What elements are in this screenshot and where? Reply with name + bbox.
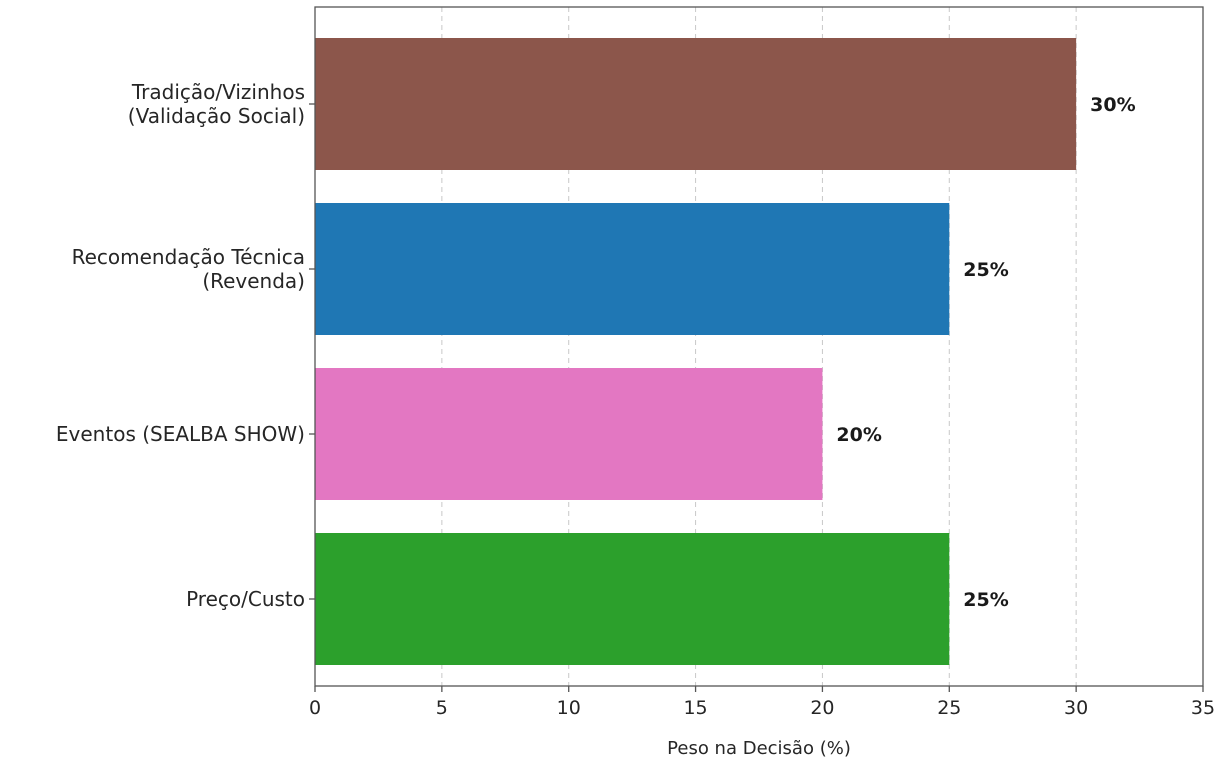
x-axis-ticks: 0 5 10 15 20 25 30 35 <box>309 686 1215 719</box>
category-label-line: (Revenda) <box>202 269 305 293</box>
x-tick-label-35: 35 <box>1191 697 1215 719</box>
data-label-3: 25% <box>963 589 1008 611</box>
category-label-line: Eventos (SEALBA SHOW) <box>56 422 305 446</box>
bar-3 <box>315 533 950 665</box>
category-label-3: Preço/Custo <box>186 587 305 611</box>
category-label-line: (Validação Social) <box>128 104 305 128</box>
data-labels: 30% 25% 20% 25% <box>836 94 1135 611</box>
bars <box>315 38 1077 665</box>
x-tick-label-5: 5 <box>436 697 448 719</box>
x-tick-label-25: 25 <box>937 697 961 719</box>
category-label-line: Recomendação Técnica <box>72 245 305 269</box>
category-label-2: Eventos (SEALBA SHOW) <box>56 422 305 446</box>
bar-1 <box>315 203 950 335</box>
category-label-0: Tradição/Vizinhos (Validação Social) <box>128 80 305 128</box>
x-tick-label-30: 30 <box>1064 697 1088 719</box>
x-tick-label-20: 20 <box>810 697 834 719</box>
data-label-1: 25% <box>963 259 1008 281</box>
category-label-line: Tradição/Vizinhos <box>131 80 305 104</box>
x-tick-label-10: 10 <box>557 697 581 719</box>
plot-area-frame <box>314 6 1204 687</box>
y-axis-category-labels: Tradição/Vizinhos (Validação Social) Recom… <box>56 80 315 611</box>
data-label-0: 30% <box>1090 94 1135 116</box>
category-label-1: Recomendação Técnica (Revenda) <box>72 245 305 293</box>
bar-0 <box>315 38 1077 170</box>
bar-2 <box>315 368 823 500</box>
data-label-2: 20% <box>836 424 881 446</box>
x-axis-title: Peso na Decisão (%) <box>667 738 851 759</box>
x-tick-label-0: 0 <box>309 697 321 719</box>
x-tick-label-15: 15 <box>683 697 707 719</box>
category-label-line: Preço/Custo <box>186 587 305 611</box>
